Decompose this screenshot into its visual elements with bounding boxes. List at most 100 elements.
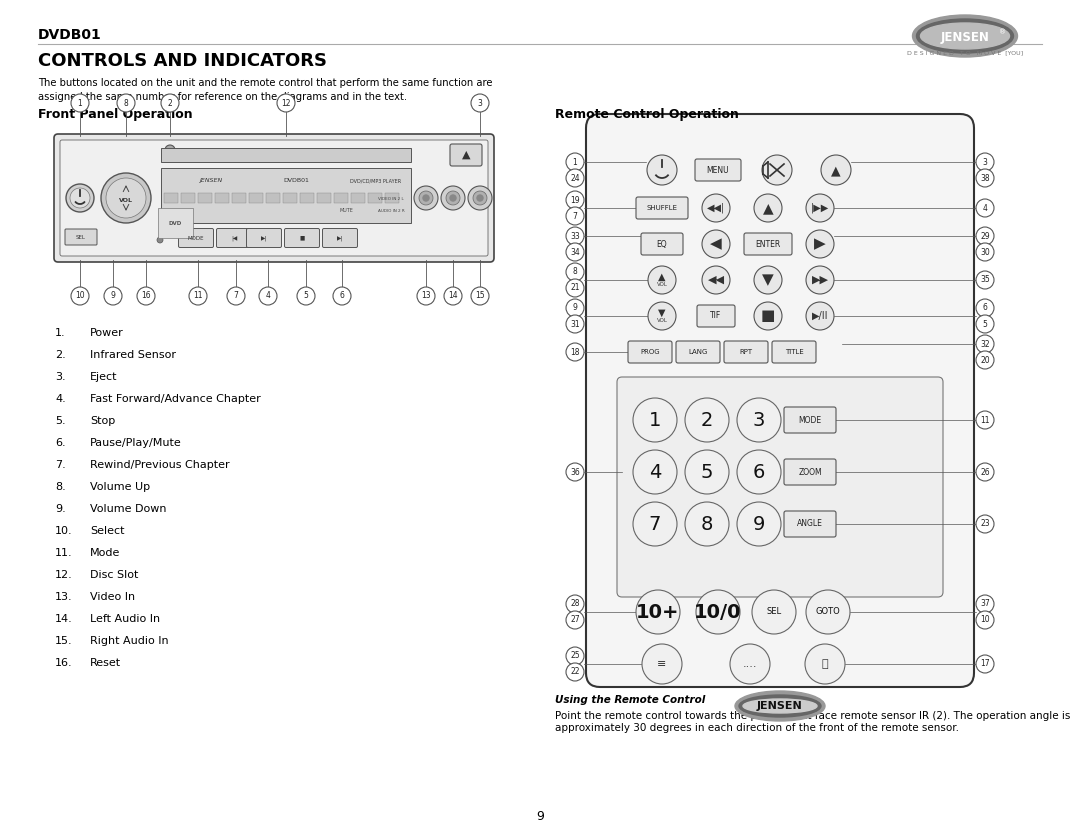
- Text: 13: 13: [421, 292, 431, 300]
- Circle shape: [762, 155, 792, 185]
- Circle shape: [633, 398, 677, 442]
- Text: DVD/CD/MP3 PLAYER: DVD/CD/MP3 PLAYER: [350, 178, 402, 183]
- Circle shape: [566, 243, 584, 261]
- Text: Remote Control Operation: Remote Control Operation: [555, 108, 739, 121]
- Text: 5.: 5.: [55, 416, 66, 426]
- Circle shape: [976, 595, 994, 613]
- Text: 16: 16: [141, 292, 151, 300]
- Text: 23: 23: [981, 520, 989, 529]
- Text: SEL: SEL: [767, 607, 782, 616]
- Text: LANG: LANG: [688, 349, 707, 355]
- FancyBboxPatch shape: [676, 341, 720, 363]
- Text: ≡: ≡: [658, 659, 666, 669]
- FancyBboxPatch shape: [784, 407, 836, 433]
- Text: 20: 20: [981, 355, 989, 364]
- Text: 3.: 3.: [55, 372, 66, 382]
- Circle shape: [976, 169, 994, 187]
- Text: 37: 37: [981, 600, 990, 609]
- FancyBboxPatch shape: [586, 114, 974, 687]
- Circle shape: [566, 153, 584, 171]
- Text: ▲: ▲: [762, 201, 773, 215]
- Text: 24: 24: [570, 173, 580, 183]
- Circle shape: [473, 191, 487, 205]
- Text: MENU: MENU: [706, 165, 729, 174]
- Text: ◀◀: ◀◀: [707, 275, 725, 285]
- Text: SHUFFLE: SHUFFLE: [647, 205, 677, 211]
- FancyBboxPatch shape: [627, 341, 672, 363]
- Text: 3: 3: [477, 98, 483, 108]
- Text: 3: 3: [983, 158, 987, 167]
- Bar: [164, 193, 178, 203]
- Text: 35: 35: [981, 275, 990, 284]
- Text: 28: 28: [570, 600, 580, 609]
- FancyBboxPatch shape: [696, 159, 741, 181]
- Ellipse shape: [917, 19, 1013, 53]
- Text: Right Audio In: Right Audio In: [90, 636, 168, 646]
- Circle shape: [702, 230, 730, 258]
- FancyBboxPatch shape: [784, 459, 836, 485]
- Text: 1.: 1.: [55, 328, 66, 338]
- Circle shape: [806, 590, 850, 634]
- FancyBboxPatch shape: [772, 341, 816, 363]
- Circle shape: [259, 287, 276, 305]
- Text: 5: 5: [303, 292, 309, 300]
- Text: 4: 4: [266, 292, 270, 300]
- Text: 15.: 15.: [55, 636, 72, 646]
- Circle shape: [566, 463, 584, 481]
- Text: 29: 29: [981, 232, 989, 240]
- Circle shape: [806, 302, 834, 330]
- Text: 9: 9: [110, 292, 116, 300]
- Circle shape: [566, 595, 584, 613]
- Text: ▲: ▲: [658, 272, 665, 282]
- Text: 7: 7: [649, 515, 661, 534]
- Circle shape: [702, 194, 730, 222]
- Text: 1: 1: [78, 98, 82, 108]
- Circle shape: [157, 237, 163, 243]
- Text: AUDIO IN 2 R: AUDIO IN 2 R: [378, 209, 404, 213]
- Text: 11: 11: [193, 292, 203, 300]
- Ellipse shape: [743, 699, 816, 713]
- Circle shape: [976, 515, 994, 533]
- Circle shape: [821, 155, 851, 185]
- Circle shape: [117, 94, 135, 112]
- Text: GOTO: GOTO: [815, 607, 840, 616]
- Text: Power: Power: [90, 328, 124, 338]
- Text: 12.: 12.: [55, 570, 72, 580]
- Text: 4.: 4.: [55, 394, 66, 404]
- Text: ▶|: ▶|: [337, 235, 343, 241]
- FancyBboxPatch shape: [697, 305, 735, 327]
- Text: Point the remote control towards the player front face remote sensor IR (2). The: Point the remote control towards the pla…: [555, 711, 1070, 732]
- Text: 10: 10: [76, 292, 85, 300]
- Circle shape: [976, 335, 994, 353]
- Text: 21: 21: [570, 284, 580, 293]
- Circle shape: [423, 195, 429, 201]
- Text: VOL: VOL: [657, 318, 667, 323]
- Circle shape: [566, 191, 584, 209]
- Text: EQ: EQ: [657, 239, 667, 249]
- Text: 11: 11: [981, 415, 989, 425]
- Text: Select: Select: [90, 526, 124, 536]
- Circle shape: [737, 398, 781, 442]
- Text: 15: 15: [475, 292, 485, 300]
- Circle shape: [566, 227, 584, 245]
- Text: ®: ®: [999, 29, 1007, 35]
- Text: 30: 30: [981, 248, 990, 257]
- Circle shape: [685, 450, 729, 494]
- Text: 17: 17: [981, 660, 989, 669]
- FancyBboxPatch shape: [450, 144, 482, 166]
- Circle shape: [566, 263, 584, 281]
- Text: ....: ....: [743, 659, 757, 669]
- Text: RPT: RPT: [740, 349, 753, 355]
- Bar: [181, 193, 195, 203]
- Circle shape: [333, 287, 351, 305]
- Circle shape: [633, 450, 677, 494]
- Circle shape: [189, 287, 207, 305]
- Text: 16.: 16.: [55, 658, 72, 668]
- Text: DVDB01: DVDB01: [283, 178, 309, 183]
- Text: Volume Down: Volume Down: [90, 504, 166, 514]
- Text: 2: 2: [167, 98, 173, 108]
- Circle shape: [471, 94, 489, 112]
- FancyBboxPatch shape: [216, 229, 252, 248]
- Circle shape: [566, 315, 584, 333]
- Text: DVD: DVD: [168, 220, 181, 225]
